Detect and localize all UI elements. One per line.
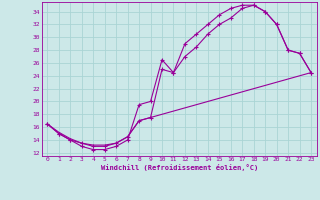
X-axis label: Windchill (Refroidissement éolien,°C): Windchill (Refroidissement éolien,°C) <box>100 164 258 171</box>
